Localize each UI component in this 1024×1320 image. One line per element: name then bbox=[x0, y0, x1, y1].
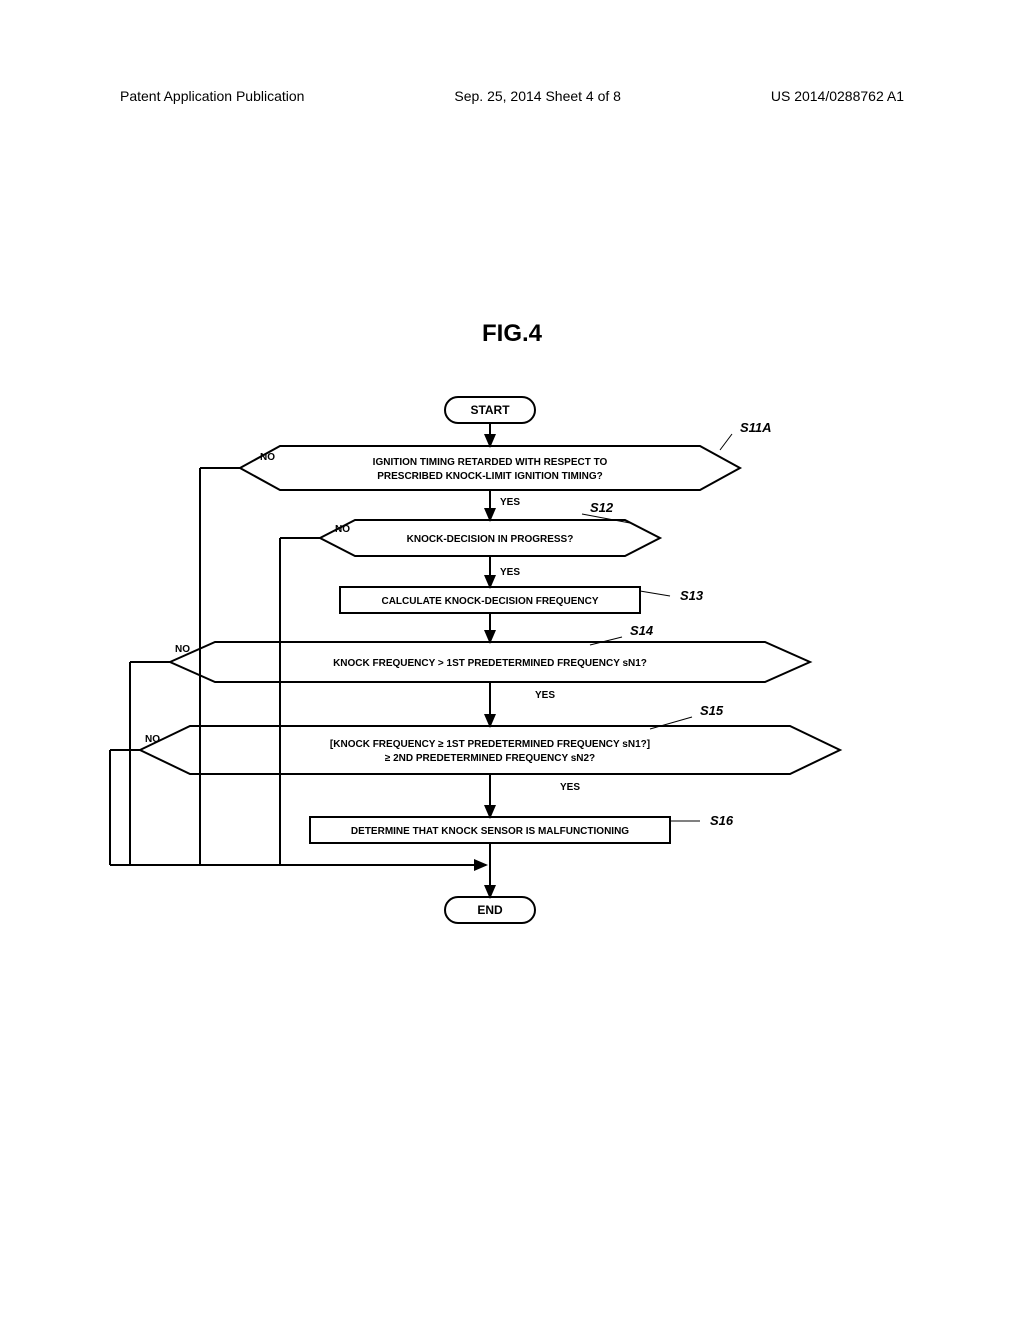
svg-text:[KNOCK FREQUENCY ≥ 1ST PREDETE: [KNOCK FREQUENCY ≥ 1ST PREDETERMINED FRE… bbox=[330, 739, 650, 750]
page-header: Patent Application Publication Sep. 25, … bbox=[0, 88, 1024, 104]
svg-text:NO: NO bbox=[260, 452, 275, 463]
svg-text:CALCULATE KNOCK-DECISION FREQU: CALCULATE KNOCK-DECISION FREQUENCY bbox=[381, 596, 598, 607]
svg-text:NO: NO bbox=[175, 644, 190, 655]
svg-text:NO: NO bbox=[145, 734, 160, 745]
svg-text:KNOCK-DECISION IN PROGRESS?: KNOCK-DECISION IN PROGRESS? bbox=[407, 534, 574, 545]
svg-text:S16: S16 bbox=[710, 813, 734, 828]
svg-text:PRESCRIBED KNOCK-LIMIT IGNITIO: PRESCRIBED KNOCK-LIMIT IGNITION TIMING? bbox=[377, 471, 603, 482]
svg-text:S13: S13 bbox=[680, 588, 704, 603]
header-left: Patent Application Publication bbox=[120, 88, 304, 104]
svg-text:S12: S12 bbox=[590, 500, 614, 515]
svg-text:DETERMINE THAT KNOCK SENSOR IS: DETERMINE THAT KNOCK SENSOR IS MALFUNCTI… bbox=[351, 826, 629, 837]
svg-text:NO: NO bbox=[335, 524, 350, 535]
svg-text:YES: YES bbox=[535, 690, 555, 701]
flowchart: START IGNITION TIMING RETARDED WITH RESPE… bbox=[100, 390, 924, 960]
svg-text:YES: YES bbox=[500, 497, 520, 508]
svg-text:IGNITION TIMING RETARDED WITH: IGNITION TIMING RETARDED WITH RESPECT TO bbox=[373, 457, 608, 468]
svg-text:S14: S14 bbox=[630, 623, 654, 638]
svg-text:YES: YES bbox=[500, 567, 520, 578]
header-center: Sep. 25, 2014 Sheet 4 of 8 bbox=[454, 88, 621, 104]
figure-title: FIG.4 bbox=[482, 320, 542, 348]
svg-text:END: END bbox=[477, 903, 503, 917]
header-right: US 2014/0288762 A1 bbox=[771, 88, 904, 104]
svg-text:S11A: S11A bbox=[740, 420, 772, 435]
svg-text:KNOCK FREQUENCY > 1ST PREDETER: KNOCK FREQUENCY > 1ST PREDETERMINED FREQ… bbox=[333, 658, 647, 669]
svg-text:START: START bbox=[470, 403, 510, 417]
svg-text:S15: S15 bbox=[700, 703, 724, 718]
svg-text:≥ 2ND PREDETERMINED FREQUENCY: ≥ 2ND PREDETERMINED FREQUENCY sN2? bbox=[385, 753, 595, 764]
svg-text:YES: YES bbox=[560, 782, 580, 793]
